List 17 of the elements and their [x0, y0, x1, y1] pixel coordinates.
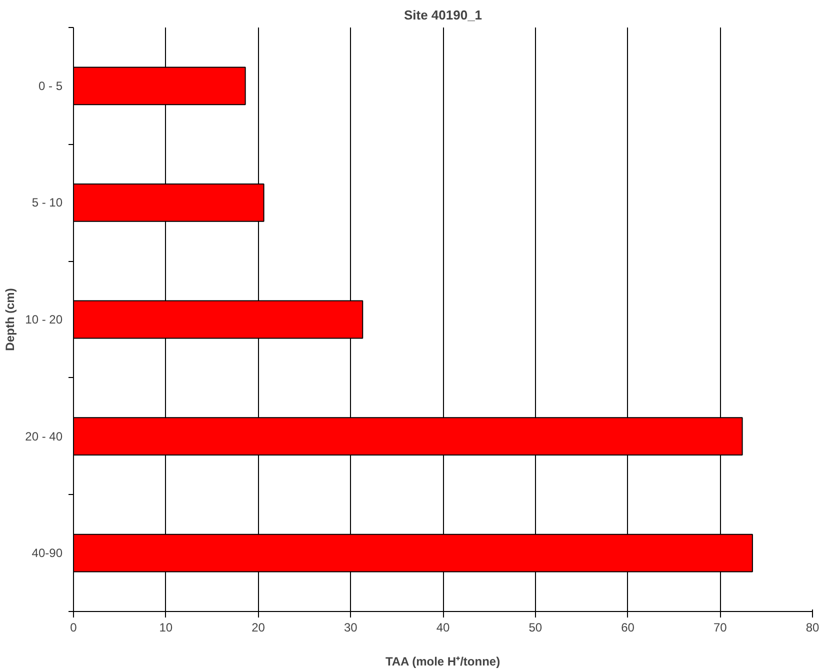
chart-title: Site 40190_1: [404, 8, 482, 22]
y-tick-label: 5 - 10: [32, 196, 63, 210]
x-tick-label: 70: [713, 620, 728, 634]
y-axis-title: Depth (cm): [3, 288, 18, 351]
x-tick-label: 50: [528, 620, 542, 634]
y-tick-label: 40-90: [32, 546, 63, 560]
y-tick-label: 10 - 20: [25, 312, 63, 326]
x-tick-label: 0: [70, 620, 78, 634]
x-tick-label: 40: [436, 620, 450, 634]
x-tick-label: 80: [806, 620, 820, 634]
y-tick-label: 0 - 5: [38, 78, 63, 93]
y-tick-label: 20 - 40: [25, 429, 63, 444]
x-tick-label: 60: [621, 620, 635, 634]
x-axis-title: TAA (mole H⁺/tonne): [385, 654, 500, 668]
x-tick-label: 30: [344, 620, 358, 634]
x-tick-label: 20: [252, 620, 266, 634]
x-tick-label: 10: [159, 620, 173, 634]
